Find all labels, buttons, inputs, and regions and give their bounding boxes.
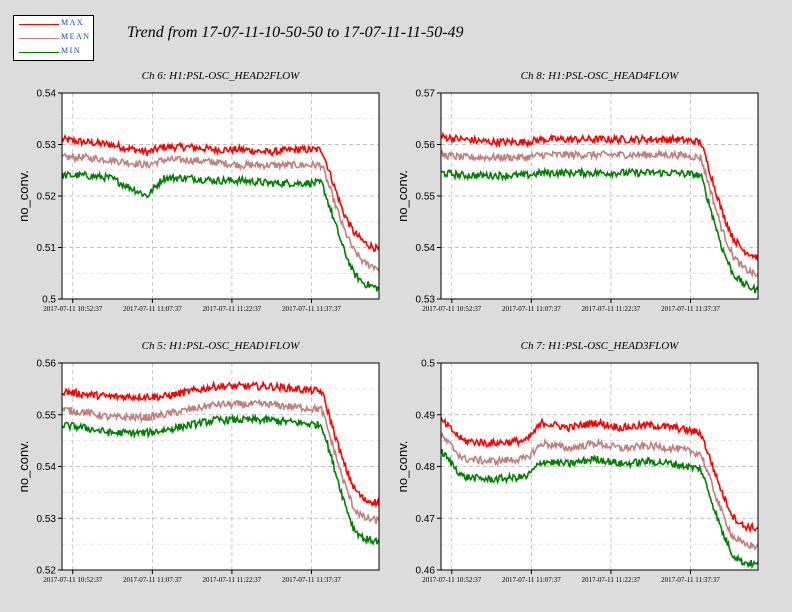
y-tick-label: 0.56 <box>416 140 436 151</box>
series-line-max <box>441 416 758 534</box>
legend-item-min: MIN <box>14 46 94 60</box>
y-tick-label: 0.46 <box>416 566 436 577</box>
series-line-min <box>62 170 379 292</box>
x-tick-label: 2017-07-11 11:37:37 <box>282 305 341 313</box>
figure-title: Trend from 17-07-11-10-50-50 to 17-07-11… <box>127 24 464 41</box>
chart-title: Ch 7: H1:PSL-OSC_HEAD3FLOW <box>521 340 679 352</box>
series-line-mean <box>62 151 379 272</box>
chart-title: Ch 8: H1:PSL-OSC_HEAD4FLOW <box>521 70 679 82</box>
legend-label-min: MIN <box>61 46 82 55</box>
x-tick-label: 2017-07-11 11:07:37 <box>502 576 561 584</box>
y-tick-label: 0.53 <box>37 514 57 525</box>
legend-swatch-max <box>19 24 59 25</box>
plot-frame <box>440 92 759 300</box>
series-line-mean <box>441 432 758 552</box>
y-tick-label: 0.51 <box>37 243 57 254</box>
y-tick-label: 0.5 <box>421 359 435 370</box>
x-tick-label: 2017-07-11 11:22:37 <box>582 576 641 584</box>
series-line-mean <box>62 398 379 524</box>
x-tick-label: 2017-07-11 10:52:37 <box>422 576 482 584</box>
y-axis-label: no_conv. <box>395 170 410 222</box>
y-tick-label: 0.56 <box>37 359 57 370</box>
y-axis-label: no_conv. <box>395 441 410 493</box>
y-tick-label: 0.5 <box>42 295 56 306</box>
x-tick-label: 2017-07-11 11:07:37 <box>123 305 182 313</box>
x-tick-label: 2017-07-11 11:37:37 <box>661 576 720 584</box>
y-tick-label: 0.54 <box>416 243 436 254</box>
series-line-max <box>441 131 758 262</box>
legend-item-mean: MEAN <box>14 32 94 46</box>
chart-title: Ch 6: H1:PSL-OSC_HEAD2FLOW <box>142 70 300 82</box>
legend-label-max: MAX <box>61 18 85 27</box>
series-line-max <box>62 380 379 508</box>
x-tick-label: 2017-07-11 10:52:37 <box>43 305 103 313</box>
legend-swatch-mean <box>19 38 59 39</box>
y-axis-label: no_conv. <box>16 170 31 222</box>
series-line-min <box>62 413 379 546</box>
x-tick-label: 2017-07-11 11:37:37 <box>282 576 341 584</box>
y-tick-label: 0.54 <box>37 89 57 100</box>
y-tick-label: 0.52 <box>37 566 57 577</box>
y-tick-label: 0.55 <box>37 410 57 421</box>
y-tick-label: 0.49 <box>416 410 436 421</box>
y-tick-label: 0.54 <box>37 462 57 473</box>
plot-frame <box>61 362 380 571</box>
legend-swatch-min <box>19 52 59 53</box>
y-tick-label: 0.55 <box>416 192 436 203</box>
x-tick-label: 2017-07-11 10:52:37 <box>43 576 103 584</box>
legend-label-mean: MEAN <box>61 32 91 41</box>
x-tick-label: 2017-07-11 11:07:37 <box>123 576 182 584</box>
y-tick-label: 0.48 <box>416 462 436 473</box>
chart-title: Ch 5: H1:PSL-OSC_HEAD1FLOW <box>142 340 300 352</box>
x-tick-label: 2017-07-11 11:22:37 <box>203 576 262 584</box>
x-tick-label: 2017-07-11 11:22:37 <box>203 305 262 313</box>
x-tick-label: 2017-07-11 11:22:37 <box>582 305 641 313</box>
x-tick-label: 2017-07-11 11:37:37 <box>661 305 720 313</box>
y-axis-label: no_conv. <box>16 441 31 493</box>
plot-frame <box>61 92 380 300</box>
y-tick-label: 0.57 <box>416 89 436 100</box>
y-tick-label: 0.53 <box>37 140 57 151</box>
y-tick-label: 0.52 <box>37 192 57 203</box>
plot-frame <box>440 362 759 571</box>
legend-item-max: MAX <box>14 18 94 32</box>
series-line-min <box>441 166 758 294</box>
series-line-mean <box>441 148 758 279</box>
y-tick-label: 0.53 <box>416 295 436 306</box>
y-tick-label: 0.47 <box>416 514 436 525</box>
legend: MAX MEAN MIN <box>13 15 94 61</box>
series-line-min <box>441 449 758 570</box>
x-tick-label: 2017-07-11 11:07:37 <box>502 305 561 313</box>
x-tick-label: 2017-07-11 10:52:37 <box>422 305 482 313</box>
series-line-max <box>62 133 379 253</box>
